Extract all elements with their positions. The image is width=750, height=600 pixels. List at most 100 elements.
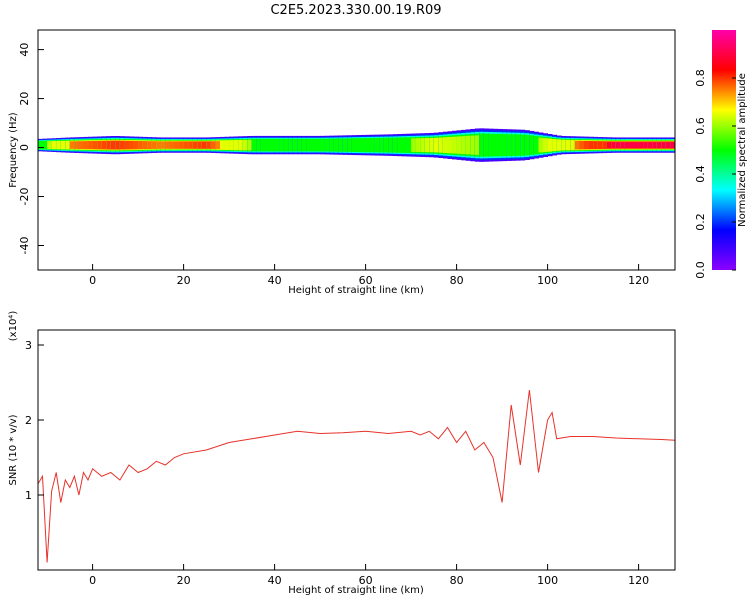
spectrogram-cell bbox=[274, 138, 280, 152]
spectrogram-y-tick-label: 0 bbox=[18, 144, 31, 151]
spectrogram-cell bbox=[60, 140, 66, 150]
spectrogram-cell bbox=[160, 141, 166, 149]
spectrogram-cell bbox=[229, 140, 235, 151]
spectrogram-y-tick-label: 40 bbox=[18, 43, 31, 57]
spectrogram-cell bbox=[415, 138, 421, 152]
spectrogram-cell bbox=[652, 142, 658, 149]
spectrogram-cell bbox=[392, 137, 398, 153]
colorbar-tick-label: 0.6 bbox=[694, 117, 707, 135]
snr-x-tick-label: 60 bbox=[359, 574, 373, 587]
spectrogram-cell bbox=[247, 139, 253, 151]
spectrogram-cell bbox=[124, 140, 130, 150]
spectrogram-cell bbox=[597, 141, 603, 150]
spectrogram-cell bbox=[306, 138, 312, 152]
colorbar: 0.0 0.2 0.4 0.6 0.8 Normalized spectral ampl… bbox=[694, 30, 748, 279]
spectrogram-cell bbox=[638, 142, 644, 149]
spectrogram-cell bbox=[83, 141, 89, 150]
spectrogram-cell bbox=[488, 133, 494, 157]
colorbar-tick-label: 0.2 bbox=[694, 213, 707, 231]
spectrogram-cell bbox=[634, 142, 639, 149]
spectrogram-cell bbox=[351, 138, 357, 152]
spectrogram-cell bbox=[292, 138, 298, 152]
figure-title: C2E5.2023.330.00.19.R09 bbox=[270, 3, 441, 18]
spectrogram-cell bbox=[156, 141, 162, 149]
spectrogram-cell bbox=[297, 138, 303, 152]
spectrogram-cell bbox=[506, 134, 512, 157]
spectrogram-cell bbox=[420, 138, 426, 153]
spectrogram-cell bbox=[365, 138, 371, 153]
spectrogram-x-tick-label: 60 bbox=[359, 274, 373, 287]
spectrogram-cell bbox=[474, 135, 480, 155]
spectrogram-marks bbox=[38, 128, 676, 162]
spectrogram-cell bbox=[497, 133, 503, 157]
spectrogram-cell bbox=[620, 142, 626, 149]
spectrogram-cell bbox=[347, 138, 353, 152]
spectrogram-cell bbox=[119, 140, 125, 150]
spectrogram-cell bbox=[97, 140, 103, 150]
spectrogram-cell bbox=[379, 137, 385, 153]
spectrogram-cell bbox=[533, 135, 539, 155]
spectrogram-cell bbox=[465, 135, 471, 155]
spectrogram-cell bbox=[511, 134, 517, 156]
snr-x-label: Height of straight line (km) bbox=[288, 585, 424, 596]
snr-y-ticks: 1 2 3 bbox=[25, 339, 44, 502]
spectrogram-y-label: Frequency (Hz) bbox=[8, 112, 19, 188]
spectrogram-cell bbox=[561, 139, 567, 151]
spectrogram-cell bbox=[110, 140, 116, 150]
spectrogram-cell bbox=[215, 141, 221, 150]
spectrogram-cell bbox=[151, 141, 157, 149]
spectrogram-cell bbox=[429, 137, 435, 153]
snr-x-tick-label: 40 bbox=[268, 574, 282, 587]
spectrogram-cell bbox=[502, 134, 508, 157]
colorbar-label: Normalized spectral amplitude bbox=[737, 73, 748, 227]
snr-background bbox=[38, 330, 675, 570]
spectrogram-cell bbox=[65, 140, 71, 150]
spectrogram-cell bbox=[47, 141, 53, 150]
spectrogram-cell bbox=[106, 140, 112, 150]
spectrogram-frame bbox=[37, 29, 676, 271]
spectrogram-cell bbox=[238, 139, 244, 151]
spectrogram-x-tick-label: 100 bbox=[537, 274, 558, 287]
spectrogram-cell bbox=[606, 142, 612, 149]
spectrogram-cell bbox=[483, 133, 489, 157]
colorbar-tick-label: 0.0 bbox=[694, 261, 707, 279]
spectrogram-x-tick-label: 0 bbox=[89, 274, 96, 287]
spectrogram-cell bbox=[647, 142, 653, 149]
spectrogram-cell bbox=[543, 138, 548, 153]
snr-x-tick-label: 0 bbox=[89, 574, 96, 587]
spectrogram-cell bbox=[424, 138, 430, 153]
spectrogram-cell bbox=[433, 137, 439, 153]
spectrogram-x-label: Height of straight line (km) bbox=[288, 285, 424, 296]
spectrogram-cell bbox=[383, 137, 389, 153]
spectrogram-cell bbox=[169, 141, 175, 149]
spectrogram-x-tick-label: 20 bbox=[177, 274, 191, 287]
spectrogram-cell bbox=[188, 141, 194, 149]
spectrogram-cell bbox=[579, 140, 585, 150]
spectrogram-cell bbox=[356, 138, 362, 153]
snr-y-label: SNR (10 * v/v) bbox=[8, 414, 19, 485]
spectrogram-cell bbox=[220, 140, 225, 150]
spectrogram-cell bbox=[115, 140, 121, 150]
spectrogram-cell bbox=[370, 137, 376, 153]
spectrogram-cell bbox=[656, 142, 662, 149]
snr-x-tick-label: 120 bbox=[628, 574, 649, 587]
spectrogram-cell bbox=[283, 138, 289, 152]
colorbar-gradient bbox=[712, 30, 736, 270]
spectrogram-cell bbox=[42, 140, 48, 150]
spectrogram-cell bbox=[92, 140, 98, 150]
spectrogram-cell bbox=[101, 140, 107, 150]
spectrogram-cell bbox=[69, 141, 75, 149]
spectrogram-y-ticks: -40 -20 0 20 40 bbox=[18, 43, 44, 254]
spectrogram-cell bbox=[192, 141, 198, 149]
spectrogram-cell bbox=[547, 138, 553, 152]
spectrogram-cell bbox=[493, 133, 498, 157]
spectrogram-cell bbox=[529, 135, 535, 155]
spectrogram-cell bbox=[288, 138, 294, 152]
snr-x-ticks: 0 20 40 60 80 100 120 bbox=[89, 564, 649, 587]
spectrogram-cell bbox=[51, 141, 57, 150]
spectrogram-cell bbox=[174, 141, 180, 149]
spectrogram-cell bbox=[38, 140, 43, 150]
spectrogram-cell bbox=[242, 139, 248, 151]
spectrogram-cell bbox=[602, 141, 608, 149]
spectrogram-cell bbox=[179, 141, 184, 149]
